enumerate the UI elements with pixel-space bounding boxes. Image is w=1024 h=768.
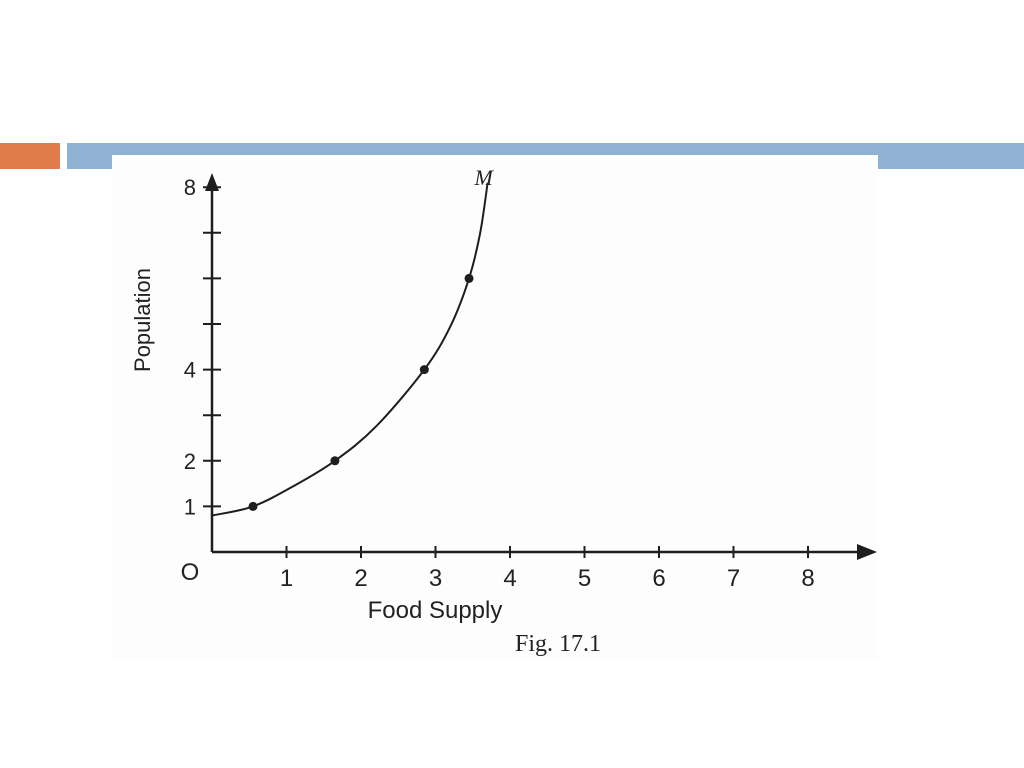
data-point	[419, 365, 429, 375]
y-tick-label: 4	[184, 358, 196, 383]
data-point	[330, 456, 340, 466]
x-tick-label: 7	[727, 565, 740, 592]
y-tick-label: 2	[184, 449, 196, 474]
x-axis-arrow	[857, 544, 877, 560]
figure-frame: 1 2 3 4 5 6 7 8 1 2 4 8 Population Food Supply Fig.…	[112, 155, 878, 660]
x-tick-label: 6	[652, 565, 665, 592]
y-tick-label: 8	[184, 175, 196, 200]
curve-label: M	[473, 165, 494, 190]
x-axis-label: Food Supply	[368, 597, 503, 624]
origin-label: O	[181, 559, 200, 586]
data-point	[248, 501, 258, 511]
x-tick-label: 8	[801, 565, 814, 592]
chart: 1 2 3 4 5 6 7 8 1 2 4 8 Population Food Supply Fig.…	[130, 165, 877, 657]
y-axis-arrow	[205, 173, 219, 191]
y-axis-label: Population	[130, 268, 155, 372]
series-points	[248, 273, 474, 511]
x-tick-label: 1	[280, 565, 293, 592]
accent-bar	[0, 143, 60, 169]
x-tick-label: 2	[354, 565, 367, 592]
x-tick-label: 4	[503, 565, 516, 592]
series-curve	[211, 182, 489, 517]
chart-axes	[205, 173, 877, 560]
chart-ticks: 1 2 3 4 5 6 7 8 1 2 4 8	[184, 175, 815, 592]
x-tick-label: 5	[578, 565, 591, 592]
x-tick-label: 3	[429, 565, 442, 592]
data-point	[464, 273, 474, 283]
y-tick-label: 1	[184, 494, 196, 519]
figure-caption: Fig. 17.1	[515, 631, 601, 657]
